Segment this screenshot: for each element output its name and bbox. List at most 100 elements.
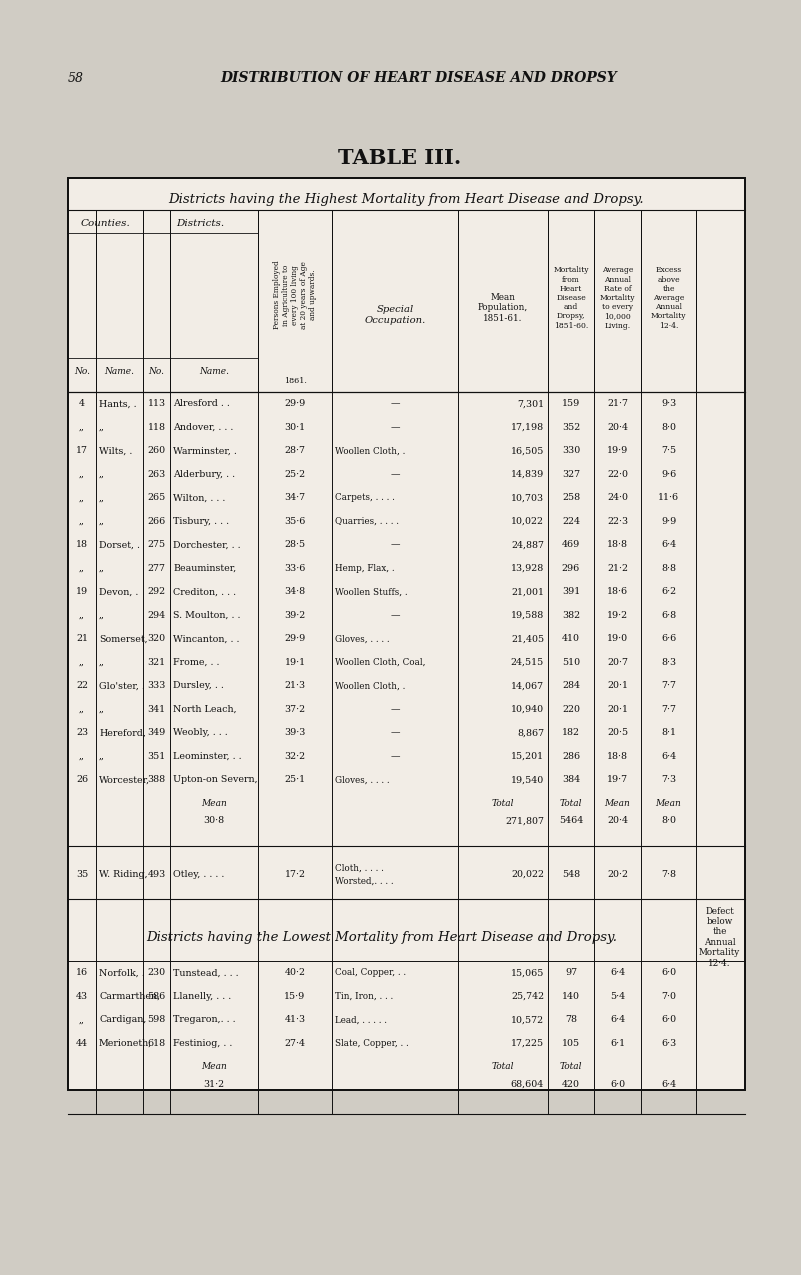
Text: 21,405: 21,405 bbox=[511, 634, 544, 644]
Text: Merioneth,: Merioneth, bbox=[99, 1039, 152, 1048]
Text: 22: 22 bbox=[76, 681, 88, 690]
Text: 8·1: 8·1 bbox=[661, 728, 676, 737]
Text: —: — bbox=[390, 541, 400, 550]
Text: 341: 341 bbox=[147, 705, 166, 714]
Text: 294: 294 bbox=[147, 611, 166, 620]
Text: 263: 263 bbox=[147, 469, 166, 478]
Text: Special
Occupation.: Special Occupation. bbox=[364, 305, 425, 325]
Text: Lead, . . . . .: Lead, . . . . . bbox=[335, 1015, 387, 1024]
Text: 24,515: 24,515 bbox=[511, 658, 544, 667]
Text: ,,: ,, bbox=[79, 469, 85, 478]
Text: 10,572: 10,572 bbox=[511, 1015, 544, 1024]
Text: 327: 327 bbox=[562, 469, 580, 478]
Text: 41·3: 41·3 bbox=[284, 1015, 305, 1024]
Text: Worsted,. . . .: Worsted,. . . . bbox=[335, 876, 393, 886]
Text: 510: 510 bbox=[562, 658, 580, 667]
Text: 351: 351 bbox=[147, 752, 166, 761]
Text: 17: 17 bbox=[76, 446, 88, 455]
Text: 21: 21 bbox=[76, 634, 88, 644]
Text: 21·7: 21·7 bbox=[607, 399, 628, 408]
Text: 27·4: 27·4 bbox=[284, 1039, 305, 1048]
Text: No.: No. bbox=[74, 367, 90, 376]
Text: Dursley, . .: Dursley, . . bbox=[173, 681, 223, 690]
Text: —: — bbox=[390, 728, 400, 737]
Text: 320: 320 bbox=[147, 634, 166, 644]
Text: 18: 18 bbox=[76, 541, 88, 550]
Text: 8·8: 8·8 bbox=[661, 564, 676, 572]
Text: 25·2: 25·2 bbox=[284, 469, 305, 478]
Text: 8·3: 8·3 bbox=[661, 658, 676, 667]
Text: 22·0: 22·0 bbox=[607, 469, 628, 478]
Text: 35·6: 35·6 bbox=[284, 516, 306, 525]
Text: Hereford,: Hereford, bbox=[99, 728, 146, 737]
Text: 24·0: 24·0 bbox=[607, 493, 628, 502]
Text: 19,588: 19,588 bbox=[511, 611, 544, 620]
Text: 20·1: 20·1 bbox=[607, 705, 628, 714]
Text: 8,867: 8,867 bbox=[517, 728, 544, 737]
Text: ,,: ,, bbox=[99, 564, 105, 572]
Text: S. Moulton, . .: S. Moulton, . . bbox=[173, 611, 240, 620]
Text: 296: 296 bbox=[562, 564, 580, 572]
Text: Glo'ster, .: Glo'ster, . bbox=[99, 681, 145, 690]
Text: 16: 16 bbox=[76, 968, 88, 977]
Text: 29·9: 29·9 bbox=[284, 634, 306, 644]
Text: Tregaron,. . .: Tregaron,. . . bbox=[173, 1015, 235, 1024]
Text: 118: 118 bbox=[147, 423, 166, 432]
Text: Gloves, . . . .: Gloves, . . . . bbox=[335, 634, 389, 644]
Text: 13,928: 13,928 bbox=[511, 564, 544, 572]
Text: 7·3: 7·3 bbox=[661, 775, 676, 784]
Text: Upton-on Severn,: Upton-on Severn, bbox=[173, 775, 258, 784]
Text: Districts.: Districts. bbox=[176, 219, 224, 228]
Text: 548: 548 bbox=[562, 870, 580, 878]
Text: 277: 277 bbox=[147, 564, 166, 572]
Text: 23: 23 bbox=[76, 728, 88, 737]
Text: 78: 78 bbox=[565, 1015, 577, 1024]
Text: 7·8: 7·8 bbox=[661, 870, 676, 878]
Text: 230: 230 bbox=[147, 968, 166, 977]
Text: 34·7: 34·7 bbox=[284, 493, 305, 502]
Text: Woollen Cloth, .: Woollen Cloth, . bbox=[335, 446, 405, 455]
Text: Festiniog, . .: Festiniog, . . bbox=[173, 1039, 232, 1048]
Text: 16,505: 16,505 bbox=[510, 446, 544, 455]
Text: ,,: ,, bbox=[79, 493, 85, 502]
Text: 6·0: 6·0 bbox=[661, 968, 676, 977]
Text: 6·0: 6·0 bbox=[610, 1080, 625, 1089]
Text: 18·6: 18·6 bbox=[607, 588, 628, 597]
Text: 10,022: 10,022 bbox=[511, 516, 544, 525]
Text: Mean: Mean bbox=[201, 1062, 227, 1071]
Text: 10,703: 10,703 bbox=[511, 493, 544, 502]
Text: Name.: Name. bbox=[104, 367, 135, 376]
Text: 159: 159 bbox=[562, 399, 580, 408]
Text: Districts having the Highest Mortality from Heart Disease and Dropsy.: Districts having the Highest Mortality f… bbox=[169, 194, 644, 207]
Text: 258: 258 bbox=[562, 493, 580, 502]
Text: TABLE III.: TABLE III. bbox=[338, 148, 461, 168]
Text: 19·2: 19·2 bbox=[607, 611, 628, 620]
Text: 33·6: 33·6 bbox=[284, 564, 306, 572]
Text: 34·8: 34·8 bbox=[284, 588, 305, 597]
Text: 21,001: 21,001 bbox=[511, 588, 544, 597]
Text: Hants, .: Hants, . bbox=[99, 399, 137, 408]
Text: Mean
Population,
1851-61.: Mean Population, 1851-61. bbox=[478, 293, 528, 323]
Text: 19·0: 19·0 bbox=[607, 634, 628, 644]
Text: Coal, Copper, . .: Coal, Copper, . . bbox=[335, 968, 406, 977]
Text: Mortality
from
Heart
Disease
and
Dropsy,
1851-60.: Mortality from Heart Disease and Dropsy,… bbox=[553, 266, 589, 330]
Text: ,,: ,, bbox=[99, 611, 105, 620]
Text: 1861.: 1861. bbox=[284, 377, 307, 385]
Bar bbox=[68, 179, 745, 1090]
Text: 30·1: 30·1 bbox=[284, 423, 305, 432]
Text: 17,225: 17,225 bbox=[511, 1039, 544, 1048]
Text: 17·2: 17·2 bbox=[284, 870, 305, 878]
Text: 97: 97 bbox=[565, 968, 577, 977]
Text: Wincanton, . .: Wincanton, . . bbox=[173, 634, 239, 644]
Text: Otley, . . . .: Otley, . . . . bbox=[173, 870, 224, 878]
Text: Devon, .: Devon, . bbox=[99, 588, 139, 597]
Text: 10,940: 10,940 bbox=[511, 705, 544, 714]
Text: Frome, . .: Frome, . . bbox=[173, 658, 219, 667]
Text: ,,: ,, bbox=[99, 516, 105, 525]
Text: ,,: ,, bbox=[99, 752, 105, 761]
Text: 29·9: 29·9 bbox=[284, 399, 306, 408]
Text: 6·6: 6·6 bbox=[661, 634, 676, 644]
Text: 32·2: 32·2 bbox=[284, 752, 305, 761]
Text: Wilts, .: Wilts, . bbox=[99, 446, 132, 455]
Text: 31·2: 31·2 bbox=[203, 1080, 224, 1089]
